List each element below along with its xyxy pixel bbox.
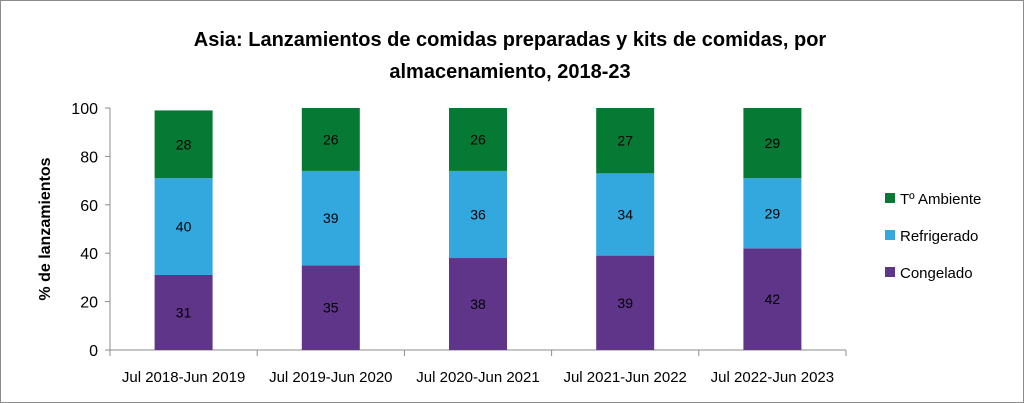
bar-segment (449, 170, 507, 259)
legend-swatch (885, 230, 895, 240)
bar-segment (154, 178, 213, 275)
bar-segment (743, 108, 802, 179)
legend-label: Refrigerado (900, 228, 978, 245)
legend-swatch (885, 193, 895, 203)
y-tick-label: 40 (80, 246, 98, 263)
bar-segment (743, 178, 802, 249)
y-tick-label: 0 (89, 343, 98, 360)
bar-segment (596, 108, 655, 174)
data-label: 26 (323, 131, 339, 147)
data-label: 38 (470, 296, 486, 312)
data-label: 42 (765, 291, 781, 307)
bar-segment (154, 110, 213, 179)
data-label: 40 (176, 219, 192, 235)
y-tick-label: 80 (80, 149, 98, 166)
data-label: 26 (470, 131, 486, 147)
x-tick-label: Jul 2019-Jun 2020 (269, 369, 392, 386)
y-tick-label: 20 (80, 295, 98, 312)
bar-segment (743, 248, 802, 350)
x-tick-label: Jul 2020-Jun 2021 (416, 369, 539, 386)
chart-title-line-2: almacenamiento, 2018-23 (389, 61, 630, 83)
bar-segment (301, 170, 360, 266)
legend-label: Congelado (900, 265, 973, 282)
data-label: 31 (176, 304, 192, 320)
x-tick-label: Jul 2018-Jun 2019 (122, 369, 245, 386)
y-tick-label: 60 (80, 198, 98, 215)
bar-segment (596, 255, 655, 350)
data-label: 35 (323, 300, 339, 316)
data-label: 34 (617, 206, 633, 222)
data-label: 29 (765, 205, 781, 221)
x-tick-label: Jul 2022-Jun 2023 (711, 369, 834, 386)
bar-segment (449, 258, 507, 350)
data-label: 29 (765, 135, 781, 151)
x-tick-label: Jul 2021-Jun 2022 (563, 369, 686, 386)
bar-segment (154, 274, 213, 350)
data-label: 39 (323, 210, 339, 226)
chart-title-line-1: Asia: Lanzamientos de comidas preparadas… (194, 29, 827, 51)
data-label: 36 (470, 206, 486, 222)
data-label: 28 (176, 136, 192, 152)
legend-label: Tº Ambiente (900, 191, 981, 208)
bar-segment (449, 108, 507, 171)
data-label: 27 (617, 133, 633, 149)
data-label: 39 (617, 295, 633, 311)
bar-segment (301, 108, 360, 171)
bar-segment (301, 265, 360, 350)
legend-swatch (885, 267, 895, 277)
y-axis-label: % de lanzamientos (37, 157, 54, 300)
bar-segment (596, 173, 655, 256)
y-tick-label: 100 (71, 101, 98, 118)
